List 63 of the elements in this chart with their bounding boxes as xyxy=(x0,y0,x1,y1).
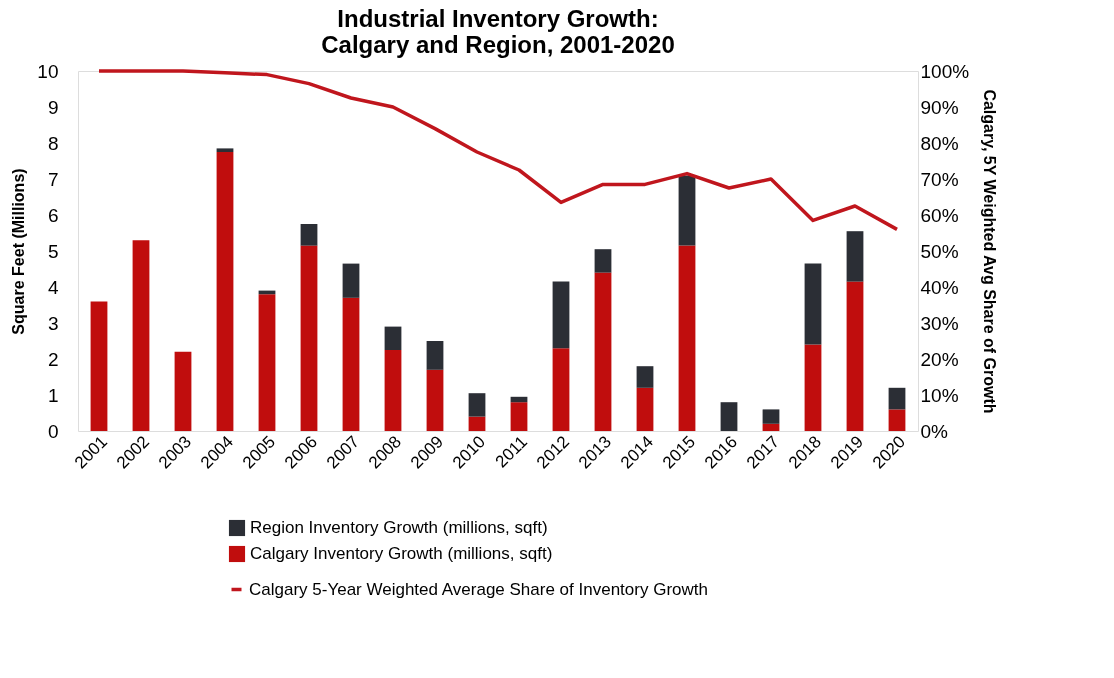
bar xyxy=(132,240,150,431)
bar xyxy=(216,148,234,152)
bar xyxy=(678,245,696,431)
y-tick-label: 7 xyxy=(47,168,59,190)
bar xyxy=(174,351,192,431)
bar xyxy=(300,224,318,246)
bar xyxy=(804,344,822,431)
bar xyxy=(216,152,234,431)
bar xyxy=(468,393,486,417)
bar xyxy=(426,341,444,370)
bar xyxy=(258,294,276,431)
bar xyxy=(888,409,906,431)
bar xyxy=(636,366,654,388)
bar xyxy=(678,175,696,246)
bar xyxy=(846,231,864,282)
bar xyxy=(300,245,318,431)
y2-tick-label: 50% xyxy=(920,240,959,262)
bar xyxy=(90,301,108,431)
y-tick-label: 1 xyxy=(47,384,59,406)
y-tick-label: 4 xyxy=(47,276,59,298)
y-tick-label: 6 xyxy=(47,204,59,226)
legend-label: Region Inventory Growth (millions, sqft) xyxy=(250,518,548,537)
bar xyxy=(720,402,738,431)
bar xyxy=(888,387,906,410)
line-series xyxy=(97,69,899,232)
bar xyxy=(552,281,570,349)
bar xyxy=(762,409,780,424)
bar xyxy=(384,326,402,350)
bar xyxy=(762,423,780,431)
y2-axis-title: Calgary, 5Y Weighted Avg Share of Growth xyxy=(981,89,999,414)
y-tick-label: 0 xyxy=(47,420,59,442)
bar xyxy=(342,297,360,431)
y-axis-title: Square Feet (Millions) xyxy=(10,168,28,335)
y2-tick-label: 80% xyxy=(920,132,959,154)
y-tick-label: 3 xyxy=(47,312,59,334)
bar xyxy=(594,249,612,273)
bar xyxy=(594,272,612,431)
y2-tick-label: 60% xyxy=(920,204,959,226)
y2-tick-label: 0% xyxy=(920,420,949,442)
y-tick-label: 2 xyxy=(47,348,59,370)
bar xyxy=(384,350,402,431)
bar xyxy=(426,369,444,431)
y2-tick-label: 10% xyxy=(920,384,959,406)
bar xyxy=(468,416,486,431)
legend-label: Calgary Inventory Growth (millions, sqft) xyxy=(250,544,553,563)
y-tick-label: 8 xyxy=(47,132,59,154)
bar xyxy=(552,348,570,431)
bar xyxy=(846,281,864,431)
y-tick-label: 9 xyxy=(47,96,59,118)
y-tick-label: 10 xyxy=(37,60,59,82)
chart-title: Industrial Inventory Growth: Calgary and Region, 2001-2020 xyxy=(321,5,675,58)
y2-tick-label: 30% xyxy=(920,312,959,334)
bar xyxy=(342,263,360,298)
bar xyxy=(804,263,822,345)
y2-tick-label: 20% xyxy=(920,348,959,370)
y2-tick-label: 90% xyxy=(920,96,959,118)
y2-tick-label: 100% xyxy=(920,60,970,82)
bar xyxy=(510,402,528,431)
y2-tick-label: 40% xyxy=(920,276,959,298)
bar xyxy=(636,387,654,431)
y2-tick-label: 70% xyxy=(920,168,959,190)
y-tick-label: 5 xyxy=(47,240,59,262)
legend-label: Calgary 5-Year Weighted Average Share of Inventory Growth xyxy=(249,579,708,599)
